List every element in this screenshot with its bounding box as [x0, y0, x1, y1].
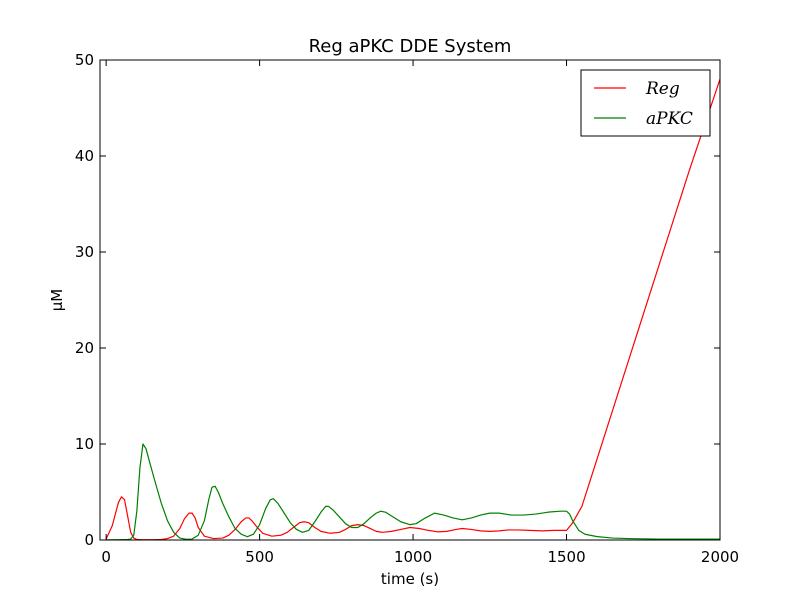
- series-line-apkc: [106, 443, 720, 541]
- legend-frame: [580, 69, 711, 137]
- x-tick-label: 1000: [394, 548, 432, 566]
- plot-area-frame: [99, 59, 721, 541]
- legend-label-reg: Reg: [645, 79, 680, 99]
- y-tick-label: 30: [75, 243, 94, 261]
- y-tick-label: 40: [75, 147, 94, 165]
- legend-label-apkc: aPKC: [646, 109, 693, 129]
- plot-lines: [105, 79, 721, 541]
- series-line-reg: [105, 79, 721, 541]
- x-tick-label: 0: [101, 548, 111, 566]
- x-tick-label: 1500: [547, 548, 585, 566]
- y-axis-label: μM: [48, 289, 66, 312]
- y-tick-label: 50: [75, 51, 94, 69]
- y-tick-label: 10: [75, 435, 94, 453]
- y-axis: 0 10 20 30 40 50: [75, 51, 720, 549]
- x-tick-label: 2000: [701, 548, 739, 566]
- y-tick-label: 20: [75, 339, 94, 357]
- x-axis-label: time (s): [381, 570, 439, 588]
- x-axis: 0 500 1000 1500 2000: [101, 60, 739, 566]
- chart-title: Reg aPKC DDE System: [309, 36, 512, 57]
- legend: Reg aPKC: [580, 69, 711, 137]
- y-tick-label: 0: [84, 531, 94, 549]
- x-tick-label: 500: [245, 548, 274, 566]
